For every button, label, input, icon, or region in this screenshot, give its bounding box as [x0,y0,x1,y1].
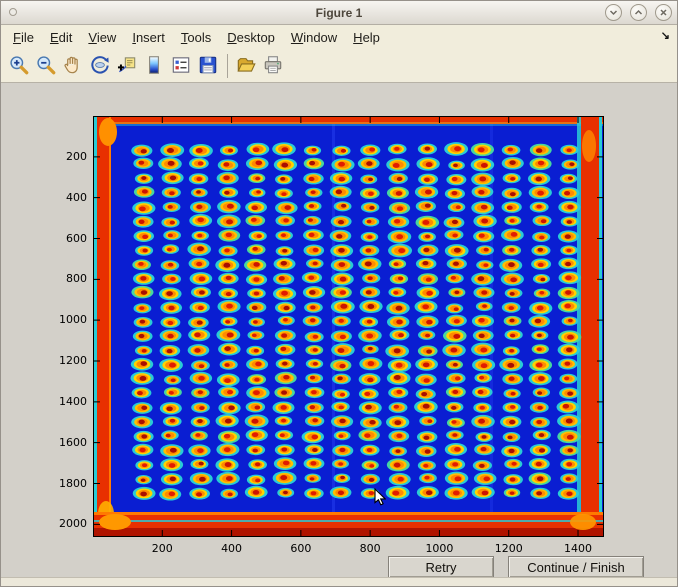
x-tick-label: 1000 [425,542,454,555]
menu-window[interactable]: Window [290,30,338,45]
data-cursor-button[interactable] [114,53,140,79]
save-icon [197,54,219,79]
y-tick-label: 400 [66,190,87,204]
legend-button[interactable] [168,53,194,79]
menu-view[interactable]: View [88,30,117,45]
menu-edit[interactable]: Edit [49,30,73,45]
axes[interactable]: 200 400 600 800 1000 1200 1400 200 400 600 800 1000… [59,116,604,555]
chevron-up-icon [634,9,643,15]
menu-bar: File Edit View Insert Tools Desktop Window Help… [1,25,677,50]
retry-button[interactable]: Retry [388,556,494,578]
window-bottom-border [1,577,677,586]
titlebar[interactable]: Figure 1 [1,1,677,25]
plate-scan-image[interactable] [93,116,604,537]
menu-help[interactable]: Help [353,30,380,45]
x-tick-label: 600 [290,542,312,555]
colorbar-icon [143,54,165,79]
y-tick-label: 2000 [59,517,87,531]
menu-desktop[interactable]: Desktop [227,30,275,45]
menu-file[interactable]: File [13,30,34,45]
y-tick-label: 200 [66,149,87,163]
open-button[interactable] [233,53,259,79]
y-tick-label: 1000 [59,313,87,327]
zoom-in-button[interactable] [6,53,32,79]
pan-button[interactable] [60,53,86,79]
zoom-in-icon [8,54,30,79]
colorbar-button[interactable] [141,53,167,79]
y-tick-label: 1200 [59,354,87,367]
mouse-cursor [374,488,386,506]
figure-canvas: 200 400 600 800 1000 1200 1400 200 400 600 800 1000… [1,83,677,586]
dock-figure-icon[interactable]: ↘ [660,30,670,42]
x-tick-label: 1200 [494,542,523,555]
menu-tools[interactable]: Tools [180,30,212,45]
y-tick-label: 800 [66,272,87,286]
x-tick-label: 200 [151,542,173,555]
y-tick-label: 600 [66,231,87,245]
toolbar [1,50,677,83]
zoom-out-icon [35,54,57,79]
y-tick-label: 1600 [59,435,87,449]
close-button[interactable] [655,4,672,21]
zoom-out-button[interactable] [33,53,59,79]
toolbar-separator [227,54,228,78]
x-tick-label: 1400 [564,542,593,555]
continue-finish-button[interactable]: Continue / Finish [508,556,644,578]
window-title: Figure 1 [315,5,363,20]
chevron-down-icon [609,10,618,16]
y-tick-label: 1800 [59,476,87,490]
rotate-3d-icon [89,54,111,79]
y-tick-label: 1400 [59,394,87,408]
minimize-button[interactable] [605,4,622,21]
maximize-button[interactable] [630,4,647,21]
window-menu-icon[interactable] [9,8,17,16]
legend-icon [170,54,192,79]
close-icon [660,9,667,16]
x-tick-label: 800 [359,542,381,555]
window-controls [605,4,672,21]
print-button[interactable] [260,53,286,79]
rotate-3d-button[interactable] [87,53,113,79]
menu-insert[interactable]: Insert [132,30,165,45]
pan-icon [62,54,84,79]
print-icon [262,54,284,79]
open-icon [235,54,257,79]
x-tick-label: 400 [221,542,243,555]
save-button[interactable] [195,53,221,79]
data-cursor-icon [116,54,138,79]
